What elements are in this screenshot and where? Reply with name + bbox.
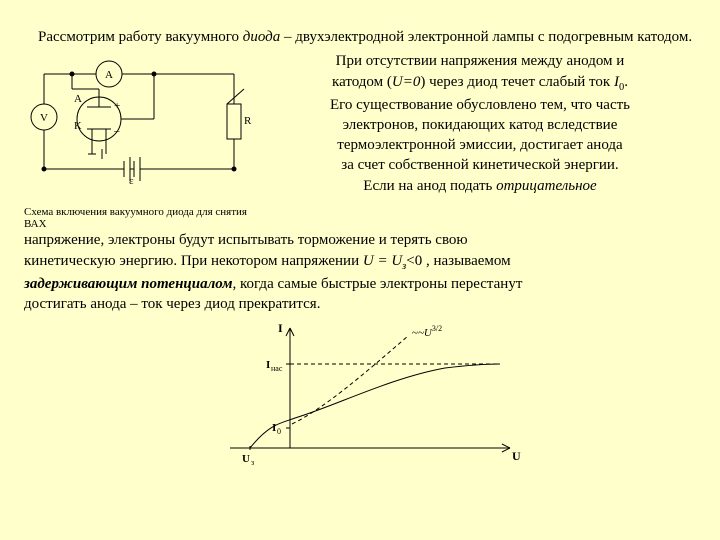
- label-A: А: [74, 93, 82, 105]
- r-l2u: U=0: [392, 74, 420, 90]
- svg-text:~~U3/2: ~~U3/2: [412, 324, 442, 339]
- chart-uz: з: [251, 458, 254, 467]
- r-l4: электронов, покидающих катод вследствие: [343, 117, 618, 133]
- chart-curve-u: ~U: [418, 327, 433, 339]
- svg-text:U: U: [242, 453, 250, 465]
- chart-inas: нас: [271, 364, 283, 373]
- label-K: К: [74, 120, 82, 132]
- iv-chart: I U I нас I 0 U з ~~U3/2: [190, 318, 530, 468]
- svg-text:+: +: [114, 100, 120, 112]
- r-l6: за счет собственной кинетической энергии…: [341, 157, 618, 173]
- svg-text:–: –: [113, 125, 120, 137]
- r-l2a: катодом (: [332, 74, 392, 90]
- c-t2a: кинетическую энергию. При некотором напр…: [24, 253, 363, 269]
- intro-bold: диода: [243, 29, 280, 45]
- continuation-paragraph: напряжение, электроны будут испытывать т…: [24, 230, 696, 314]
- intro-t1: Рассмотрим работу вакуумного: [38, 29, 243, 45]
- right-text-block: При отсутствии напряжения между анодом и…: [264, 49, 696, 196]
- c-t3b: , когда самые быстрые электроны перестан…: [233, 276, 523, 292]
- r-l2c: .: [624, 74, 628, 90]
- chart-x-label: U: [512, 449, 521, 463]
- label-V: V: [40, 112, 48, 124]
- svg-text:I: I: [272, 422, 276, 434]
- circuit-diagram: А К V А R ε + –: [24, 49, 254, 199]
- c-t1: напряжение, электроны будут испытывать т…: [24, 232, 468, 248]
- c-t4: достигать анода – ток через диод прекрат…: [24, 296, 320, 312]
- c-t3a: задерживающим потенциалом: [24, 276, 233, 292]
- svg-text:I: I: [266, 359, 270, 371]
- chart-curve-exp: 3/2: [432, 324, 442, 333]
- label-Am: А: [105, 69, 113, 81]
- c-t2b: <0 , называемом: [406, 253, 510, 269]
- intro-paragraph: Рассмотрим работу вакуумного диода – дву…: [24, 27, 696, 47]
- chart-y-label: I: [278, 321, 283, 335]
- intro-t2: – двухэлектродной электронной лампы с по…: [280, 29, 692, 45]
- r-l7a: Если на анод подать: [363, 178, 496, 194]
- chart-i0: 0: [277, 427, 281, 436]
- r-l2b: ) через диод течет слабый ток: [420, 74, 614, 90]
- circuit-caption: Схема включения вакуумного диода для сня…: [24, 206, 254, 230]
- r-l1: При отсутствии напряжения между анодом и: [336, 53, 625, 69]
- r-l7b: отрицательное: [496, 178, 597, 194]
- r-l5: термоэлектронной эмиссии, достигает анод…: [337, 137, 622, 153]
- label-eps: ε: [129, 175, 134, 187]
- label-R: R: [244, 115, 252, 127]
- r-l3: Его существование обусловлено тем, что ч…: [330, 97, 630, 113]
- c-t2u: U = U: [363, 253, 402, 269]
